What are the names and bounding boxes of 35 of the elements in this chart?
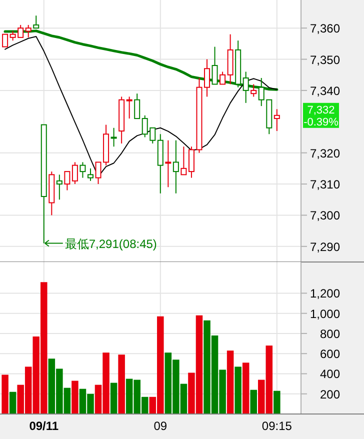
y-tick-label: 1,000 <box>310 306 340 321</box>
y-tick-label: 7,340 <box>310 84 340 98</box>
bar <box>274 390 280 414</box>
y-tick-label: 7,300 <box>310 208 340 223</box>
x-tick-label: 09/11 <box>29 419 59 433</box>
bar <box>72 380 78 414</box>
candlestick <box>134 93 140 120</box>
y-tick-label: 600 <box>320 347 340 362</box>
annotation: 最低7,291(08:45) <box>64 236 157 251</box>
y-tick-label: 7,310 <box>310 178 340 192</box>
y-tick-label: 7,290 <box>310 240 340 254</box>
y-tick-label: 7,350 <box>310 52 340 67</box>
y-tick-label: 1,200 <box>310 286 340 301</box>
candlestick <box>274 108 280 132</box>
bar <box>118 354 125 414</box>
bar <box>250 390 257 414</box>
y-tick-label: 400 <box>320 367 340 382</box>
bar <box>242 362 250 414</box>
candlestick <box>165 140 172 188</box>
candlestick <box>126 96 132 120</box>
bar <box>2 374 8 414</box>
y-tick-label: 7,360 <box>310 22 340 36</box>
y-tick-label: 7,320 <box>310 146 340 160</box>
bar <box>226 350 234 414</box>
candlestick <box>204 58 210 98</box>
candlestick <box>87 168 94 182</box>
y-tick-label: 200 <box>320 387 340 402</box>
text: 7,332 -0.39% <box>304 104 339 128</box>
y-tick-label: 800 <box>320 326 340 341</box>
x-tick-label: 09:15 <box>262 419 292 433</box>
x-tick-label: 09 <box>154 419 168 433</box>
candlestick <box>110 127 117 148</box>
bar <box>234 366 242 414</box>
bar <box>110 382 118 414</box>
bar <box>9 392 16 414</box>
